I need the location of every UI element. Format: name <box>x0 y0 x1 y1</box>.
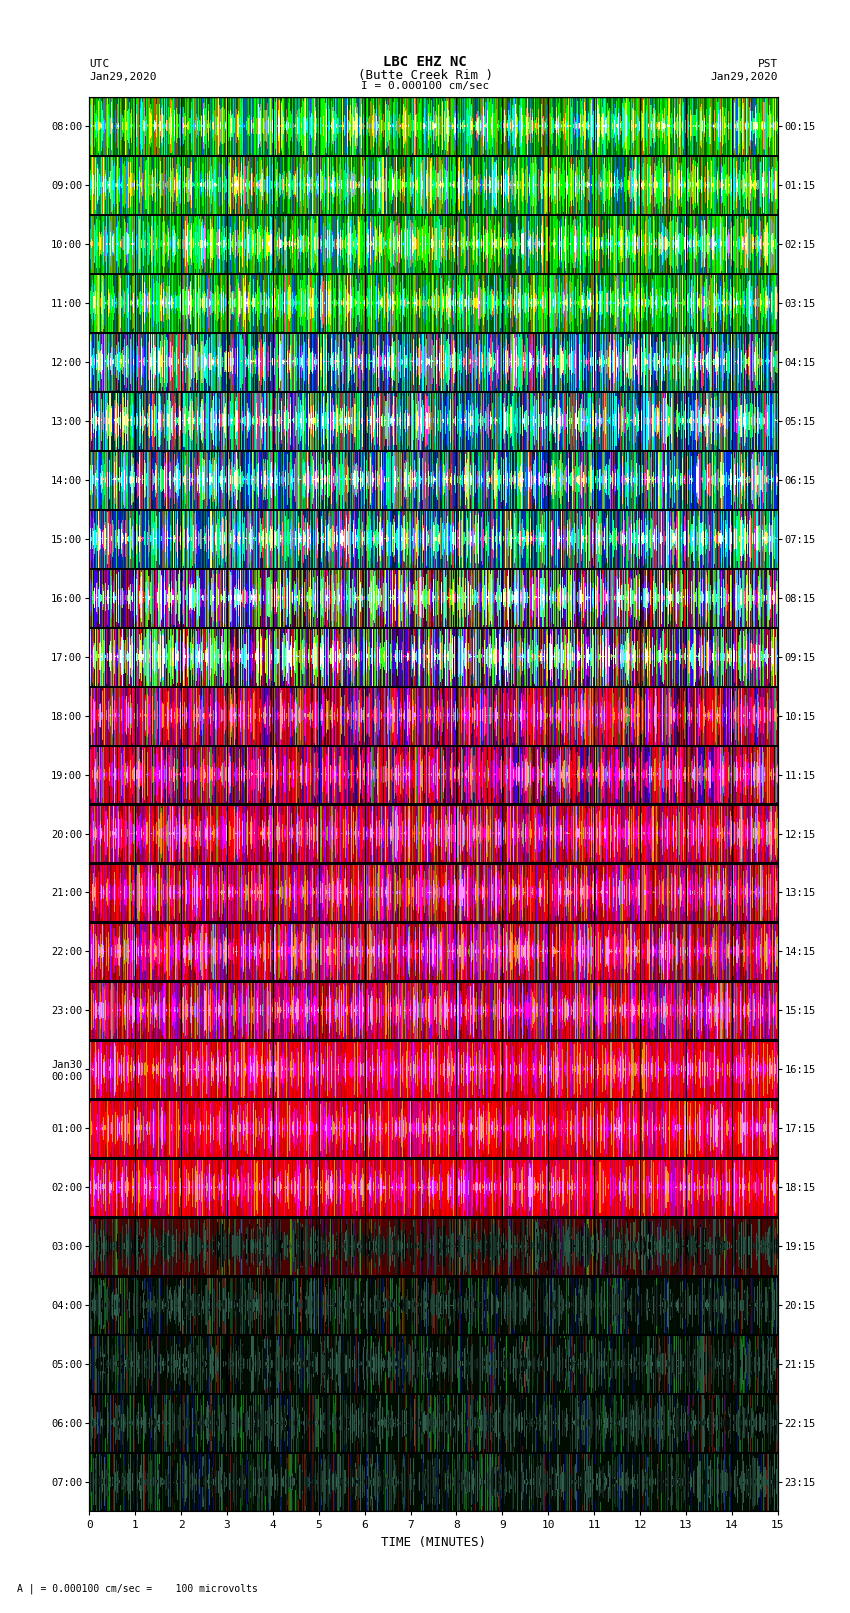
Text: Jan29,2020: Jan29,2020 <box>89 73 156 82</box>
X-axis label: TIME (MINUTES): TIME (MINUTES) <box>381 1536 486 1548</box>
Text: PST: PST <box>757 58 778 69</box>
Text: LBC EHZ NC: LBC EHZ NC <box>383 55 467 69</box>
Text: Jan29,2020: Jan29,2020 <box>711 73 778 82</box>
Text: A | = 0.000100 cm/sec =    100 microvolts: A | = 0.000100 cm/sec = 100 microvolts <box>17 1582 258 1594</box>
Text: I = 0.000100 cm/sec: I = 0.000100 cm/sec <box>361 81 489 90</box>
Text: UTC: UTC <box>89 58 110 69</box>
Text: (Butte Creek Rim ): (Butte Creek Rim ) <box>358 69 492 82</box>
